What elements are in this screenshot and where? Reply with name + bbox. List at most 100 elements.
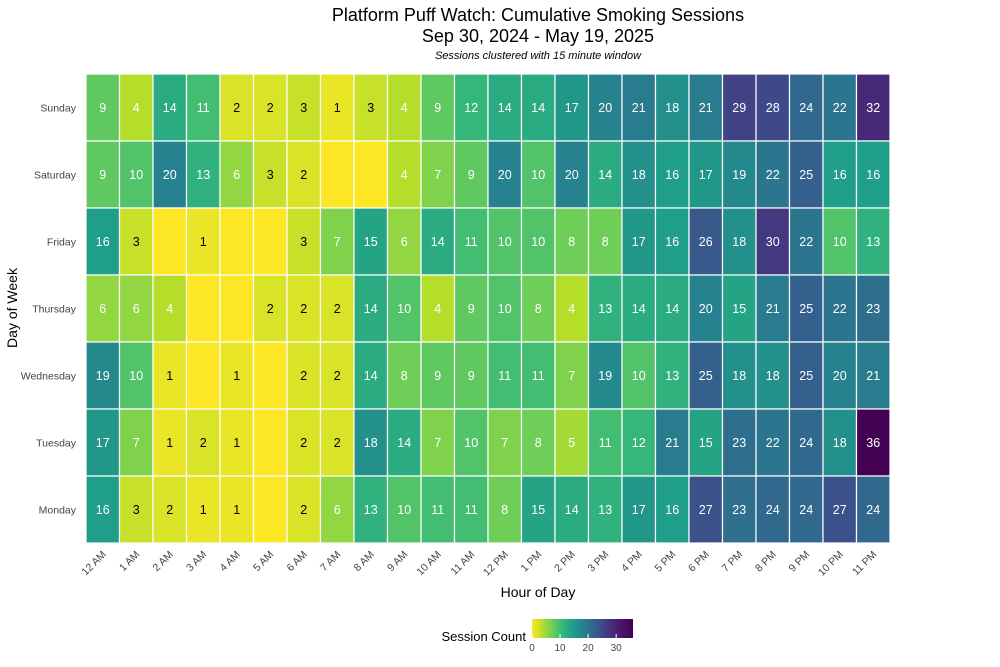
x-tick-label: 10 AM [414,549,444,579]
cell-value-label: 23 [866,302,880,316]
legend-tick-label: 30 [611,643,623,654]
cell-value-label: 3 [300,101,307,115]
cell-value-label: 21 [665,436,679,450]
cell-value-label: 6 [233,168,240,182]
heatmap-cell [453,140,489,209]
x-tick-label: 6 PM [686,549,712,575]
cell-value-label: 1 [166,369,173,383]
heatmap-cell [520,73,556,142]
cell-value-label: 11 [498,369,511,383]
heatmap-cell [855,408,891,477]
heatmap-cell [855,73,891,142]
cell-value-label: 10 [397,302,411,316]
x-tick-label: 7 PM [720,549,746,575]
cell-value-label: 6 [99,302,106,316]
legend-title: Session Count [441,629,526,644]
x-tick-label: 5 PM [653,549,679,575]
cell-value-label: 22 [799,235,813,249]
heatmap-cell [587,274,623,343]
heatmap-cell [152,274,188,343]
heatmap-cell [788,475,824,544]
cell-value-label: 20 [699,302,713,316]
heatmap-cell [152,341,188,410]
x-tick-label: 9 AM [385,549,410,574]
x-tick-label: 7 AM [318,549,343,574]
heatmap-cell [487,475,523,544]
cell-value-label: 29 [732,101,746,115]
cell-value-label: 2 [267,302,274,316]
cell-value-label: 25 [799,168,813,182]
heatmap-cell [152,207,188,276]
cell-value-label: 1 [200,503,207,517]
cell-value-label: 14 [565,503,579,517]
heatmap-cell [286,274,322,343]
cell-value-label: 15 [732,302,746,316]
cell-value-label: 2 [300,302,307,316]
heatmap-cell [353,274,389,343]
cell-value-label: 14 [431,235,445,249]
heatmap-cell [788,341,824,410]
cell-value-label: 3 [367,101,374,115]
heatmap-cell [554,274,590,343]
cell-value-label: 11 [465,235,478,249]
x-axis-label: Hour of Day [501,584,576,600]
heatmap-cell [688,408,724,477]
heatmap-cell [822,341,858,410]
heatmap-cell [185,341,221,410]
cell-value-label: 20 [565,168,579,182]
cell-value-label: 10 [632,369,646,383]
cell-value-label: 4 [568,302,575,316]
cell-value-label: 21 [766,302,780,316]
cell-value-label: 9 [434,369,441,383]
y-tick-label: Sunday [40,103,76,115]
cell-value-label: 11 [197,101,210,115]
cell-value-label: 27 [833,503,847,517]
cell-value-label: 12 [464,101,478,115]
cell-value-label: 7 [434,436,441,450]
cell-value-label: 1 [233,436,240,450]
y-tick-label: Tuesday [36,438,77,450]
heatmap-cell [286,475,322,544]
cell-value-label: 25 [799,302,813,316]
x-tick-label: 6 AM [284,549,309,574]
cell-value-label: 16 [665,503,679,517]
x-tick-label: 12 PM [481,549,511,579]
heatmap-cell [420,207,456,276]
heatmap-cell [688,73,724,142]
heatmap-cell [286,408,322,477]
heatmap-cell [252,274,288,343]
heatmap-cell [721,207,757,276]
legend-colorbar [532,619,633,638]
x-tick-label: 8 AM [351,549,376,574]
cell-value-label: 16 [665,235,679,249]
heatmap-cell [788,408,824,477]
cell-value-label: 10 [129,168,143,182]
heatmap-cell [721,341,757,410]
x-tick-label: 1 AM [117,549,142,574]
heatmap-cell [688,341,724,410]
cell-value-label: 17 [632,503,646,517]
heatmap-cell [788,140,824,209]
heatmap-cell [319,341,355,410]
cell-value-label: 10 [531,235,545,249]
cell-value-label: 21 [699,101,713,115]
cell-value-label: 9 [99,168,106,182]
heatmap-cell [487,274,523,343]
cell-value-label: 2 [300,369,307,383]
cell-value-label: 7 [501,436,508,450]
heatmap-cell [520,408,556,477]
cell-value-label: 13 [196,168,210,182]
color-legend: Session Count 0 10 20 30 [441,619,633,654]
cell-value-label: 14 [632,302,646,316]
cell-value-label: 3 [133,235,140,249]
cell-value-label: 1 [334,101,341,115]
heatmap-cell [453,73,489,142]
chart-title-dates: Sep 30, 2024 - May 19, 2025 [422,26,654,46]
cell-value-label: 7 [434,168,441,182]
cell-value-label: 21 [632,101,646,115]
x-tick-label: 8 PM [753,549,779,575]
cell-value-label: 9 [468,369,475,383]
cell-value-label: 11 [532,369,545,383]
cell-value-label: 6 [334,503,341,517]
cell-value-label: 18 [665,101,679,115]
